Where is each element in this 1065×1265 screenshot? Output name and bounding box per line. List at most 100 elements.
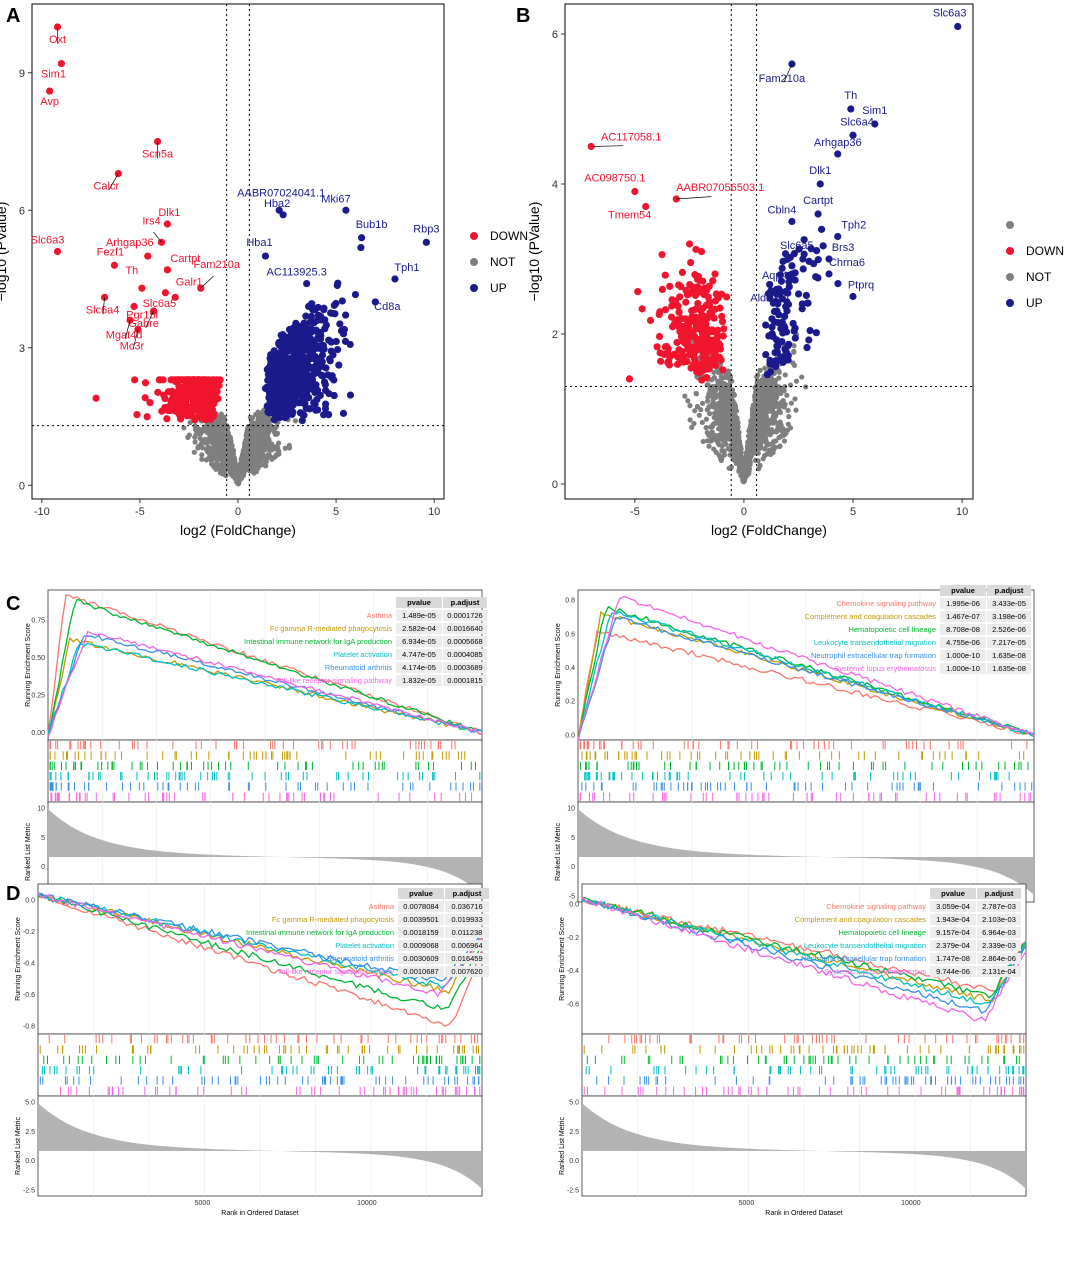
point-not [757, 462, 763, 469]
point-down [177, 384, 185, 392]
gene-label: Arhgap36 [814, 137, 862, 149]
point-not [737, 456, 743, 462]
point-up [276, 391, 284, 399]
point-not [737, 448, 744, 454]
point-not [716, 452, 722, 458]
point-not [791, 362, 798, 368]
point-not [687, 417, 693, 423]
legend-swatch [470, 284, 478, 292]
point-up [326, 355, 334, 363]
gene-label: Rbp3 [413, 223, 439, 235]
point-not [757, 444, 764, 450]
pvalue-cell: 4.174e-05 [402, 663, 436, 672]
labeled-point [303, 279, 311, 288]
point-down [693, 317, 701, 326]
point-not [703, 416, 710, 422]
point-not [198, 441, 204, 447]
point-up [299, 411, 307, 419]
point-not [699, 400, 706, 406]
labeled-point [171, 293, 179, 301]
point-down [661, 271, 669, 279]
labeled-point [161, 289, 170, 297]
point-not [689, 424, 695, 430]
point-up [781, 355, 789, 363]
point-up [330, 301, 338, 309]
point-down [716, 304, 724, 312]
point-not [757, 367, 763, 373]
point-not [206, 448, 212, 454]
point-not [786, 414, 792, 420]
point-not [694, 403, 701, 410]
gene-label: Cd8a [374, 301, 401, 313]
point-not [682, 393, 688, 399]
point-not [249, 439, 256, 445]
point-up [270, 410, 279, 418]
es-tick-label: 0.75 [31, 618, 45, 625]
point-not [793, 378, 800, 384]
point-down [698, 311, 706, 319]
point-not [715, 403, 721, 409]
point-up [324, 371, 332, 379]
point-not [761, 380, 767, 386]
point-up [806, 326, 814, 335]
point-not [731, 420, 737, 426]
pathway-name: Rheumatoid arthritis [325, 663, 392, 672]
point-down [191, 416, 199, 424]
point-not [220, 456, 226, 462]
legend-label: DOWN [1026, 244, 1064, 258]
point-up [303, 358, 311, 366]
point-not [703, 425, 709, 431]
point-not [762, 406, 768, 413]
point-down [158, 407, 166, 415]
point-down [718, 312, 726, 320]
labeled-point [163, 220, 171, 228]
point-not [203, 440, 209, 446]
point-down [692, 324, 700, 333]
x-tick-label: 5 [333, 506, 339, 518]
point-up [288, 407, 296, 415]
x-tick-label: -10 [34, 506, 50, 518]
point-down [182, 376, 191, 384]
point-not [763, 416, 769, 422]
point-not [205, 444, 211, 450]
point-not [767, 420, 773, 426]
point-not [775, 424, 781, 430]
point-down [660, 350, 668, 358]
gene-label: Brs3 [832, 242, 855, 254]
point-not [711, 393, 717, 399]
labeled-point [358, 234, 366, 242]
labeled-point [849, 292, 857, 301]
point-not [729, 397, 735, 403]
labeled-point [163, 266, 171, 274]
pathway-name: Toll-like receptor signaling pathway [276, 676, 393, 685]
gene-label: Dlk1 [158, 207, 180, 219]
point-not [721, 380, 727, 387]
point-down [156, 376, 164, 384]
pvalue-cell: 1.832e-05 [402, 676, 436, 685]
point-up [780, 322, 788, 330]
padjust-cell: 0.0001726 [447, 611, 482, 620]
point-not [263, 435, 270, 441]
point-up [802, 291, 810, 300]
point-not [777, 419, 783, 425]
point-not [269, 441, 275, 447]
labeled-point [138, 284, 146, 292]
point-not [731, 391, 737, 397]
point-down [690, 354, 698, 362]
es-tick-label: 0.50 [31, 655, 45, 662]
point-not [208, 430, 214, 436]
x-tick-label: 0 [235, 506, 241, 518]
point-up [280, 377, 288, 386]
legend-label: NOT [490, 255, 516, 269]
point-not [710, 421, 716, 428]
point-not [199, 445, 205, 451]
point-not [720, 448, 726, 454]
gene-label: Slc6a3 [31, 235, 65, 247]
point-up [320, 306, 328, 314]
point-not [265, 415, 272, 421]
labeled-point [847, 105, 855, 113]
point-up [805, 336, 813, 344]
point-not [758, 433, 764, 439]
x-axis-title: log2 (FoldChange) [711, 522, 827, 538]
point-not [710, 401, 716, 407]
